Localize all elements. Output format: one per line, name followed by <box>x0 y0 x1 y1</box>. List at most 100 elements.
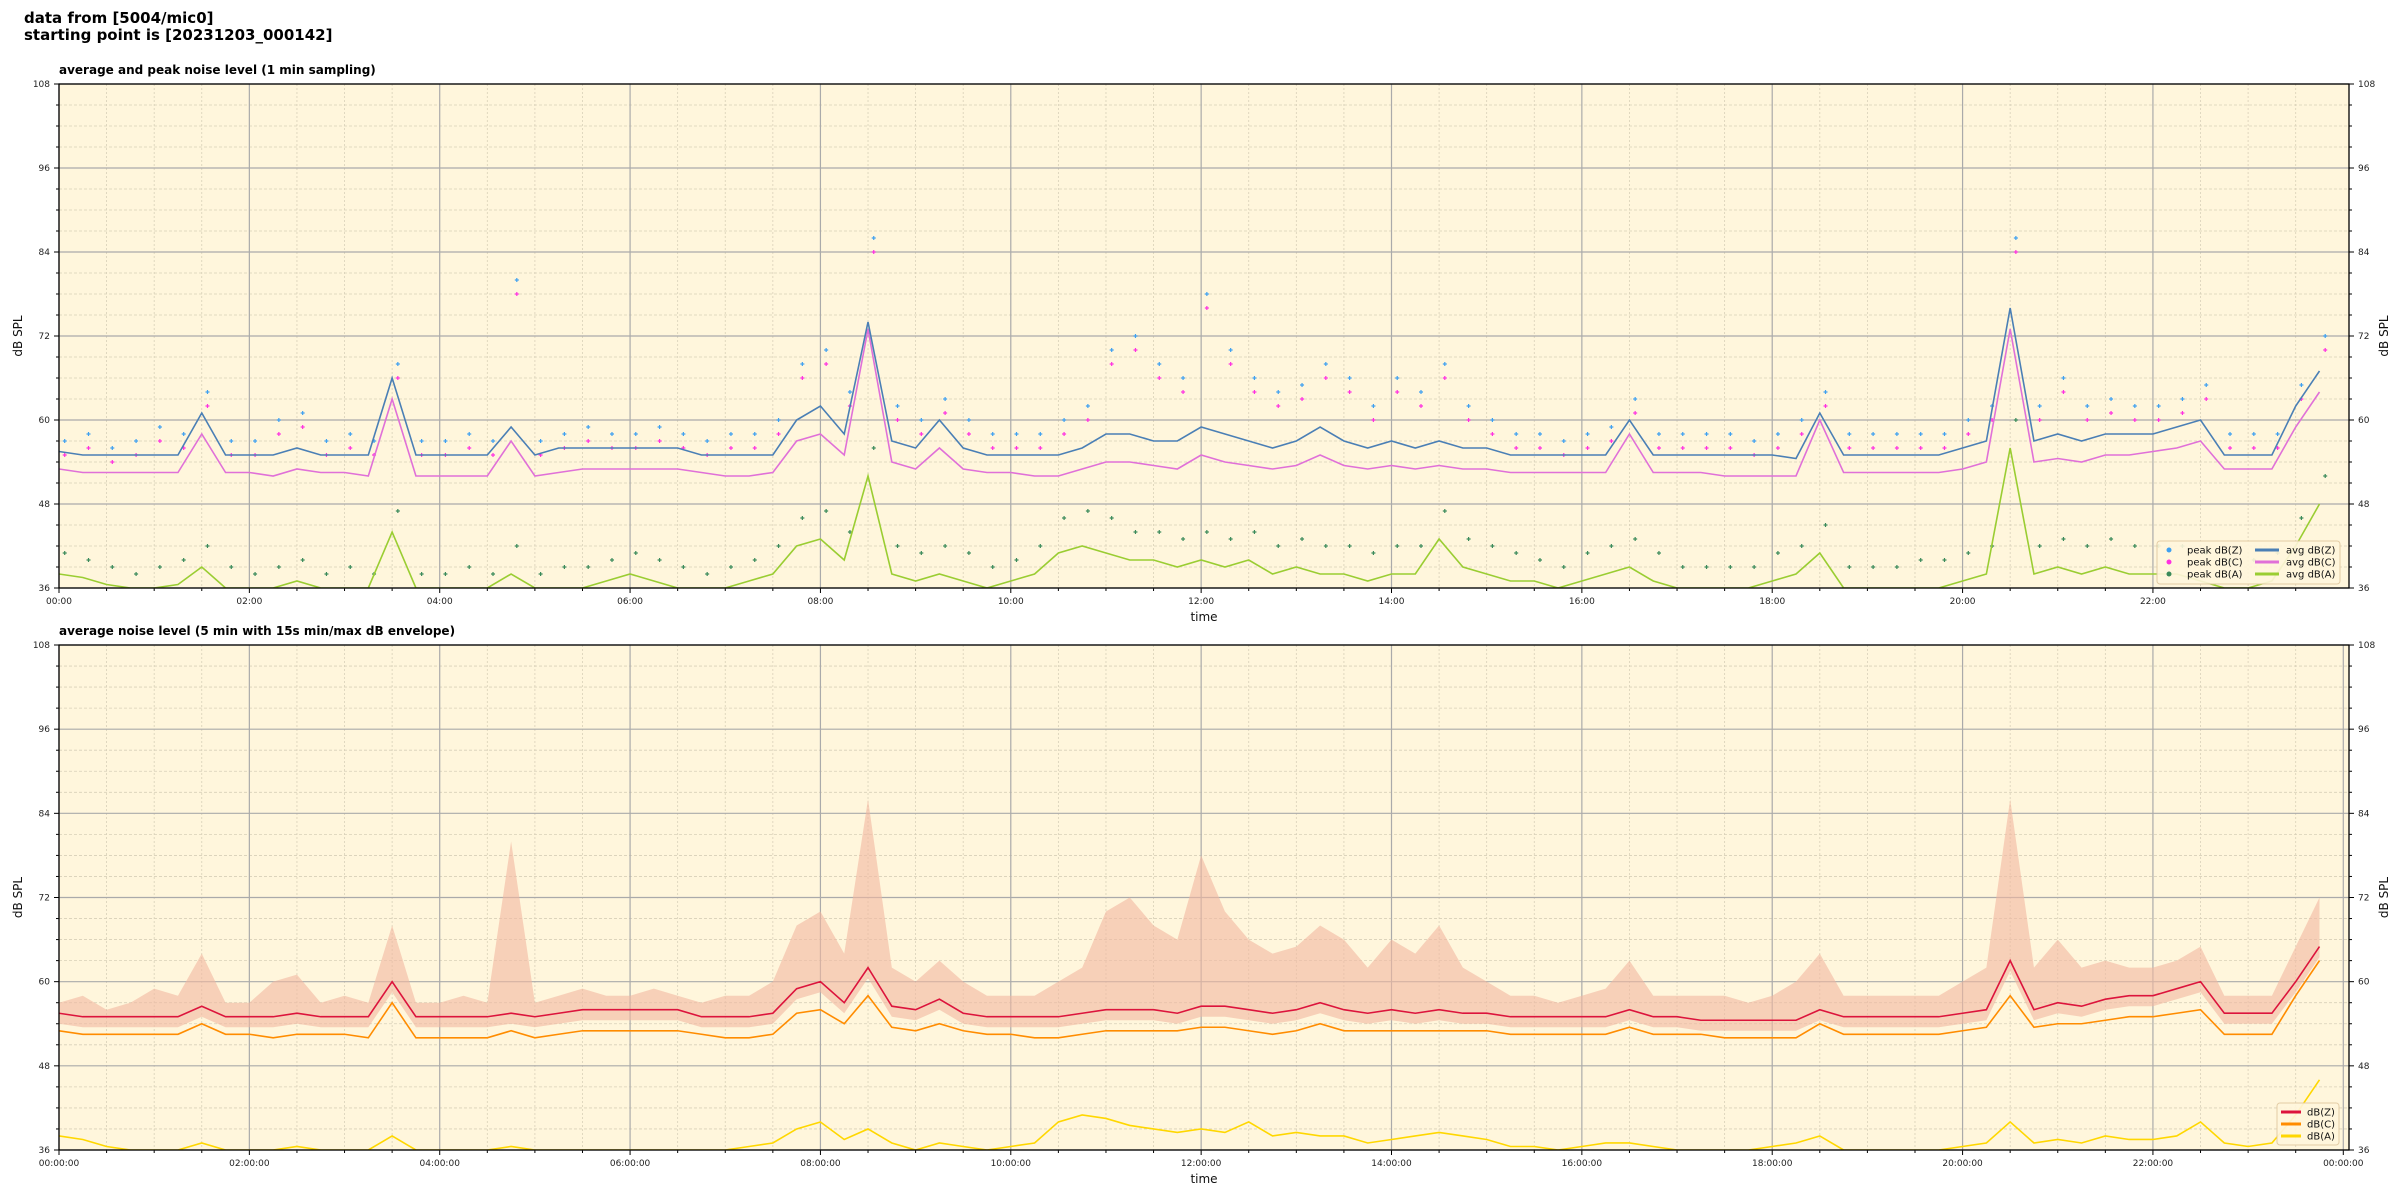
scatter-point-peak-db-c- <box>1133 348 1138 352</box>
top-ytick-label-right: 84 <box>2358 248 2370 258</box>
scatter-point-peak-db-z- <box>1228 348 1233 352</box>
scatter-point-peak-db-a- <box>1704 565 1709 569</box>
bottom-ytick-label-left: 60 <box>39 978 51 988</box>
bottom-xtick-label: 08:00:00 <box>800 1159 841 1169</box>
legend-marker <box>2166 571 2172 577</box>
scatter-point-peak-db-z- <box>1799 418 1804 422</box>
scatter-point-peak-db-a- <box>324 572 329 576</box>
scatter-point-peak-db-a- <box>1466 537 1471 541</box>
bottom-ytick-label-right: 48 <box>2358 1062 2370 1072</box>
scatter-point-peak-db-a- <box>2037 544 2042 548</box>
scatter-point-peak-db-z- <box>276 418 281 422</box>
scatter-point-peak-db-a- <box>1537 558 1542 562</box>
scatter-point-peak-db-a- <box>1038 544 1043 548</box>
scatter-point-peak-db-a- <box>1323 544 1328 548</box>
scatter-point-peak-db-a- <box>276 565 281 569</box>
scatter-point-peak-db-c- <box>2132 418 2137 422</box>
bottom-ytick-label-left: 48 <box>39 1062 51 1072</box>
scatter-point-peak-db-z- <box>110 446 115 450</box>
scatter-point-peak-db-z- <box>2037 404 2042 408</box>
scatter-point-peak-db-z- <box>2180 397 2185 401</box>
scatter-point-peak-db-a- <box>2132 544 2137 548</box>
scatter-point-peak-db-a- <box>1371 551 1376 555</box>
scatter-point-peak-db-z- <box>1490 418 1495 422</box>
scatter-point-peak-db-z- <box>181 432 186 436</box>
scatter-point-peak-db-z- <box>633 432 638 436</box>
scatter-point-peak-db-z- <box>300 411 305 415</box>
top-xtick-label: 00:00 <box>46 597 72 607</box>
scatter-point-peak-db-z- <box>1537 432 1542 436</box>
scatter-point-peak-db-c- <box>1085 418 1090 422</box>
scatter-point-peak-db-a- <box>1442 509 1447 513</box>
scatter-point-peak-db-c- <box>1871 446 1876 450</box>
scatter-point-peak-db-c- <box>2085 418 2090 422</box>
top-xtick-label: 20:00 <box>1950 597 1976 607</box>
scatter-point-peak-db-z- <box>1609 425 1614 429</box>
scatter-point-peak-db-z- <box>1466 404 1471 408</box>
scatter-point-peak-db-c- <box>62 453 67 457</box>
scatter-point-peak-db-a- <box>1656 551 1661 555</box>
scatter-point-peak-db-a- <box>966 551 971 555</box>
top-ytick-label-right: 108 <box>2358 80 2375 90</box>
scatter-point-peak-db-z- <box>348 432 353 436</box>
scatter-point-peak-db-z- <box>1894 432 1899 436</box>
scatter-point-peak-db-a- <box>2109 537 2114 541</box>
top-ytick-label-right: 60 <box>2358 416 2370 426</box>
scatter-point-peak-db-a- <box>1894 565 1899 569</box>
envelope-band <box>59 799 2320 1031</box>
scatter-point-peak-db-z- <box>253 439 258 443</box>
scatter-point-peak-db-c- <box>1894 446 1899 450</box>
scatter-point-peak-db-z- <box>800 362 805 366</box>
scatter-point-peak-db-z- <box>1704 432 1709 436</box>
scatter-point-peak-db-a- <box>1252 530 1257 534</box>
top-xtick-label: 14:00 <box>1379 597 1405 607</box>
scatter-point-peak-db-a- <box>1871 565 1876 569</box>
top-xtick-label: 10:00 <box>998 597 1024 607</box>
scatter-point-peak-db-z- <box>1252 376 1257 380</box>
scatter-point-peak-db-a- <box>1181 537 1186 541</box>
scatter-point-peak-db-c- <box>895 418 900 422</box>
scatter-point-peak-db-c- <box>2013 250 2018 254</box>
scatter-point-peak-db-c- <box>752 446 757 450</box>
scatter-point-peak-db-z- <box>895 404 900 408</box>
scatter-point-peak-db-a- <box>1347 544 1352 548</box>
legend-label: dB(A) <box>2307 1132 2335 1143</box>
scatter-point-peak-db-z- <box>1966 418 1971 422</box>
top-x-axis-label: time <box>1190 610 1217 624</box>
bottom-ytick-label-left: 72 <box>39 894 50 904</box>
scatter-point-peak-db-a- <box>1157 530 1162 534</box>
scatter-point-peak-db-a- <box>348 565 353 569</box>
scatter-point-peak-db-c- <box>824 362 829 366</box>
bottom-ytick-label-left: 84 <box>39 809 51 819</box>
scatter-point-peak-db-a- <box>705 572 710 576</box>
bottom-ytick-label-right: 60 <box>2358 978 2370 988</box>
scatter-point-peak-db-c- <box>966 432 971 436</box>
top-ytick-label-left: 36 <box>39 584 51 594</box>
scatter-point-peak-db-z- <box>1133 334 1138 338</box>
series-line-avg-db-c- <box>59 328 2321 477</box>
scatter-point-peak-db-z- <box>395 362 400 366</box>
scatter-point-peak-db-z- <box>2156 404 2161 408</box>
scatter-point-peak-db-z- <box>919 418 924 422</box>
scatter-point-peak-db-c- <box>2323 348 2328 352</box>
scatter-point-peak-db-a- <box>1204 530 1209 534</box>
scatter-point-peak-db-a- <box>871 446 876 450</box>
top-chart: 00:00 02:00 04:00 06:00 08:00 10:00 12:00 14:00… <box>11 80 2391 624</box>
scatter-point-peak-db-z- <box>1442 362 1447 366</box>
scatter-point-peak-db-z- <box>776 418 781 422</box>
scatter-point-peak-db-z- <box>752 432 757 436</box>
top-xtick-label: 18:00 <box>1759 597 1785 607</box>
bottom-ytick-label-right: 108 <box>2358 641 2375 651</box>
scatter-point-peak-db-z- <box>467 432 472 436</box>
scatter-point-peak-db-z- <box>1323 362 1328 366</box>
bottom-chart: 00:00:00 02:00:00 04:00:00 06:00:00 08:00:00… <box>11 641 2391 1186</box>
scatter-point-peak-db-z- <box>1633 397 1638 401</box>
scatter-point-peak-db-c- <box>395 376 400 380</box>
scatter-point-peak-db-z- <box>419 439 424 443</box>
bottom-xtick-label: 02:00:00 <box>229 1159 270 1169</box>
bottom-xtick-label: 16:00:00 <box>1562 1159 1603 1169</box>
scatter-point-peak-db-a- <box>2085 544 2090 548</box>
scatter-point-peak-db-a- <box>2299 516 2304 520</box>
scatter-point-peak-db-z- <box>1871 432 1876 436</box>
scatter-point-peak-db-a- <box>1609 544 1614 548</box>
